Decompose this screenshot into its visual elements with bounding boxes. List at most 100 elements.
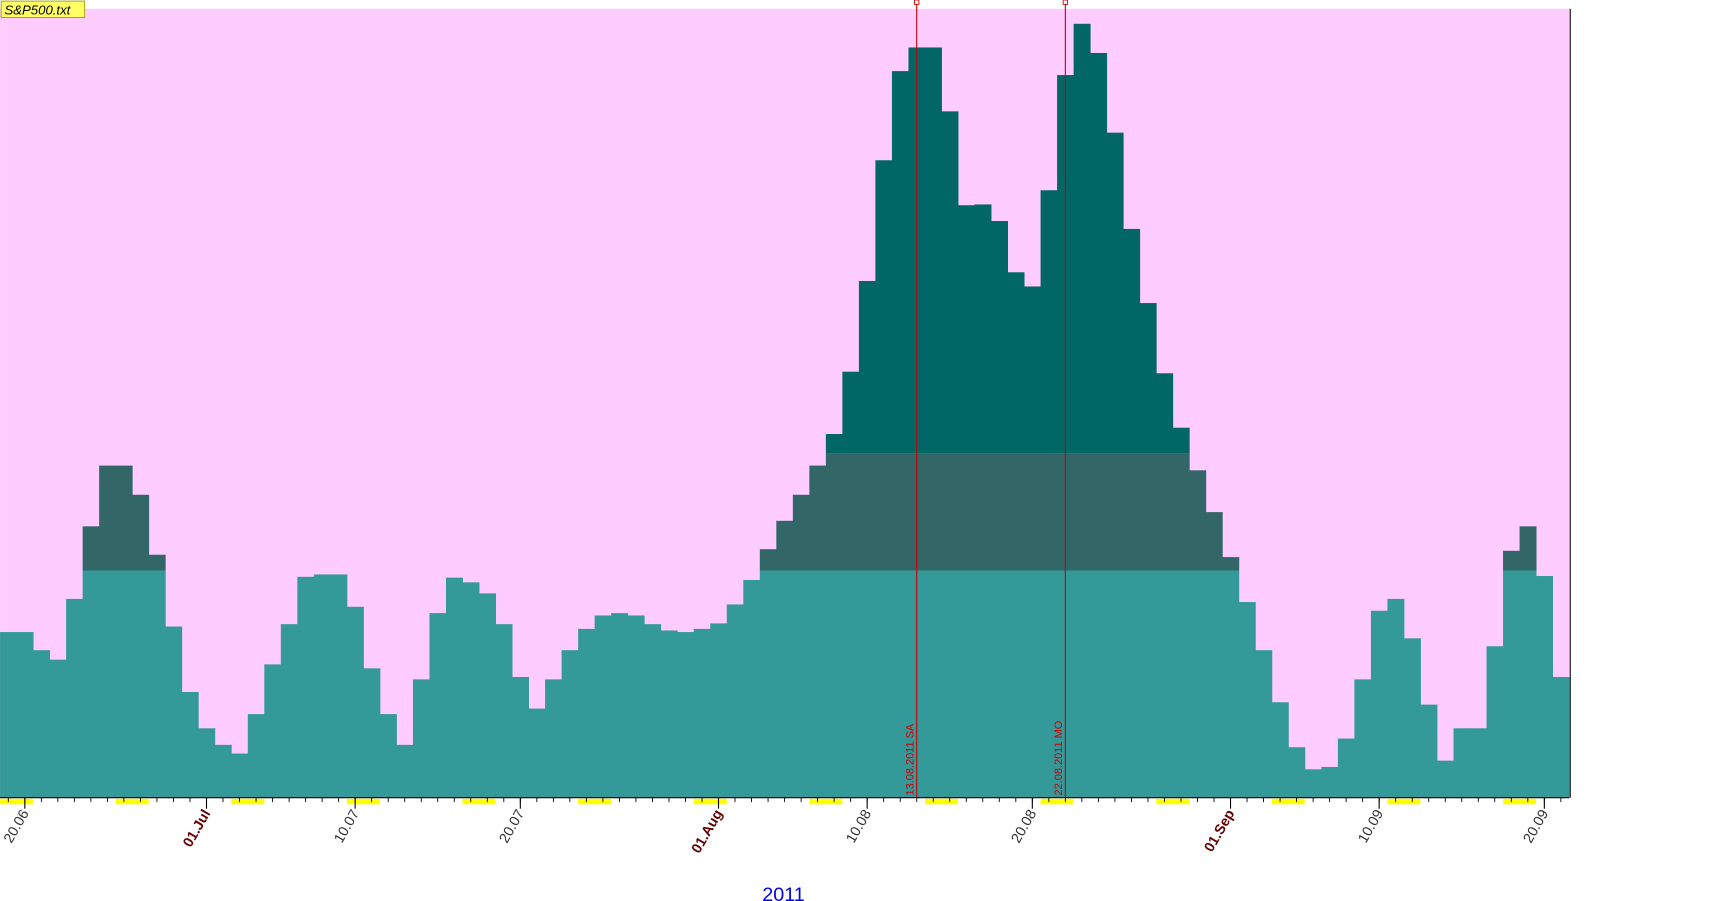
marker-label: 22.08.2011 MO [1053, 721, 1065, 796]
bar-segment [759, 570, 777, 798]
bar [875, 160, 893, 798]
bar-segment [924, 453, 942, 571]
bar-segment [776, 520, 794, 571]
bar-segment [693, 628, 711, 798]
bar [1453, 728, 1471, 798]
weekend-block [924, 798, 959, 805]
x-tick-label: 01.Aug [689, 807, 727, 856]
bar [1420, 704, 1438, 798]
bar-segment [858, 570, 876, 798]
bar-segment [313, 574, 331, 798]
bar-segment [627, 615, 645, 798]
bar [82, 526, 100, 798]
bar [1403, 638, 1421, 798]
bar-segment [1172, 453, 1190, 571]
bar-segment [214, 744, 232, 798]
bar-segment [1073, 453, 1091, 571]
bar-segment [49, 659, 67, 798]
bar-segment [16, 632, 34, 798]
bar-segment [578, 628, 596, 798]
bar [1271, 702, 1289, 798]
bar [726, 604, 744, 798]
bar [396, 744, 414, 798]
bar-segment [1288, 747, 1306, 798]
bar-segment [1436, 760, 1454, 798]
bar [346, 606, 364, 798]
bar-segment [1172, 427, 1190, 454]
x-tick-label: 01.Jul [180, 807, 214, 850]
bar-segment [1024, 570, 1042, 798]
bar-segment [1024, 453, 1042, 571]
bar [115, 465, 133, 798]
bar-segment [0, 632, 18, 798]
bar [1222, 557, 1240, 798]
bar [1470, 728, 1487, 798]
weekend-block [346, 798, 380, 805]
bar-segment [1519, 570, 1537, 798]
weekend-block [115, 798, 149, 805]
bar-segment [330, 574, 348, 798]
bar-segment [974, 204, 992, 454]
bar [1354, 679, 1372, 798]
bar-segment [1321, 766, 1339, 798]
bar-segment [1403, 638, 1421, 798]
bar-segment [561, 650, 579, 798]
bar-segment [1073, 570, 1091, 798]
bar-segment [1337, 738, 1355, 798]
bar-segment [445, 577, 463, 798]
bar [1205, 512, 1223, 798]
bar-segment [1090, 52, 1108, 454]
weekend-block [1156, 798, 1190, 805]
weekend-block [809, 798, 843, 805]
bar [528, 708, 546, 798]
bar-segment [1255, 650, 1273, 798]
bar [1139, 303, 1157, 798]
bar-segment [1222, 570, 1240, 798]
bar [1156, 373, 1174, 798]
bar-segment [1304, 769, 1322, 798]
bar-segment [231, 753, 249, 798]
bar [0, 632, 18, 798]
bar-segment [941, 453, 959, 571]
weekend-block [1503, 798, 1537, 805]
bar-segment [858, 453, 876, 571]
bar-segment [792, 494, 810, 571]
bar-segment [148, 554, 166, 571]
bar-segment [1156, 570, 1174, 798]
bar-segment [941, 111, 959, 454]
bar [561, 650, 579, 798]
bar-segment [1552, 677, 1570, 798]
bar-segment [825, 434, 843, 454]
bar [16, 632, 34, 798]
bar [99, 465, 117, 798]
bar [924, 47, 942, 798]
bar [429, 613, 447, 798]
bar-segment [924, 570, 942, 798]
bar [1503, 550, 1520, 798]
bar-segment [1123, 453, 1141, 571]
bar-segment [99, 570, 117, 798]
bar-segment [594, 615, 612, 798]
bar [1007, 272, 1025, 798]
weekend-block [231, 798, 265, 805]
bar-segment [924, 47, 942, 454]
bar [247, 714, 265, 798]
bar-segment [1007, 453, 1025, 571]
x-tick-label: 20.08 [1008, 807, 1040, 846]
bar-segment [1189, 470, 1207, 571]
bar-segment [809, 465, 827, 571]
bar-segment [891, 570, 909, 798]
bar-segment [363, 668, 381, 798]
bar [1288, 747, 1306, 798]
bar-segment [495, 624, 513, 798]
bar [1321, 766, 1339, 798]
bar-segment [1007, 272, 1025, 454]
bar-segment [1139, 453, 1157, 571]
bar [660, 630, 678, 798]
bar-segment [1354, 679, 1372, 798]
bar-segment [1156, 453, 1174, 571]
bar-segment [264, 664, 282, 798]
bar-segment [1238, 602, 1256, 798]
